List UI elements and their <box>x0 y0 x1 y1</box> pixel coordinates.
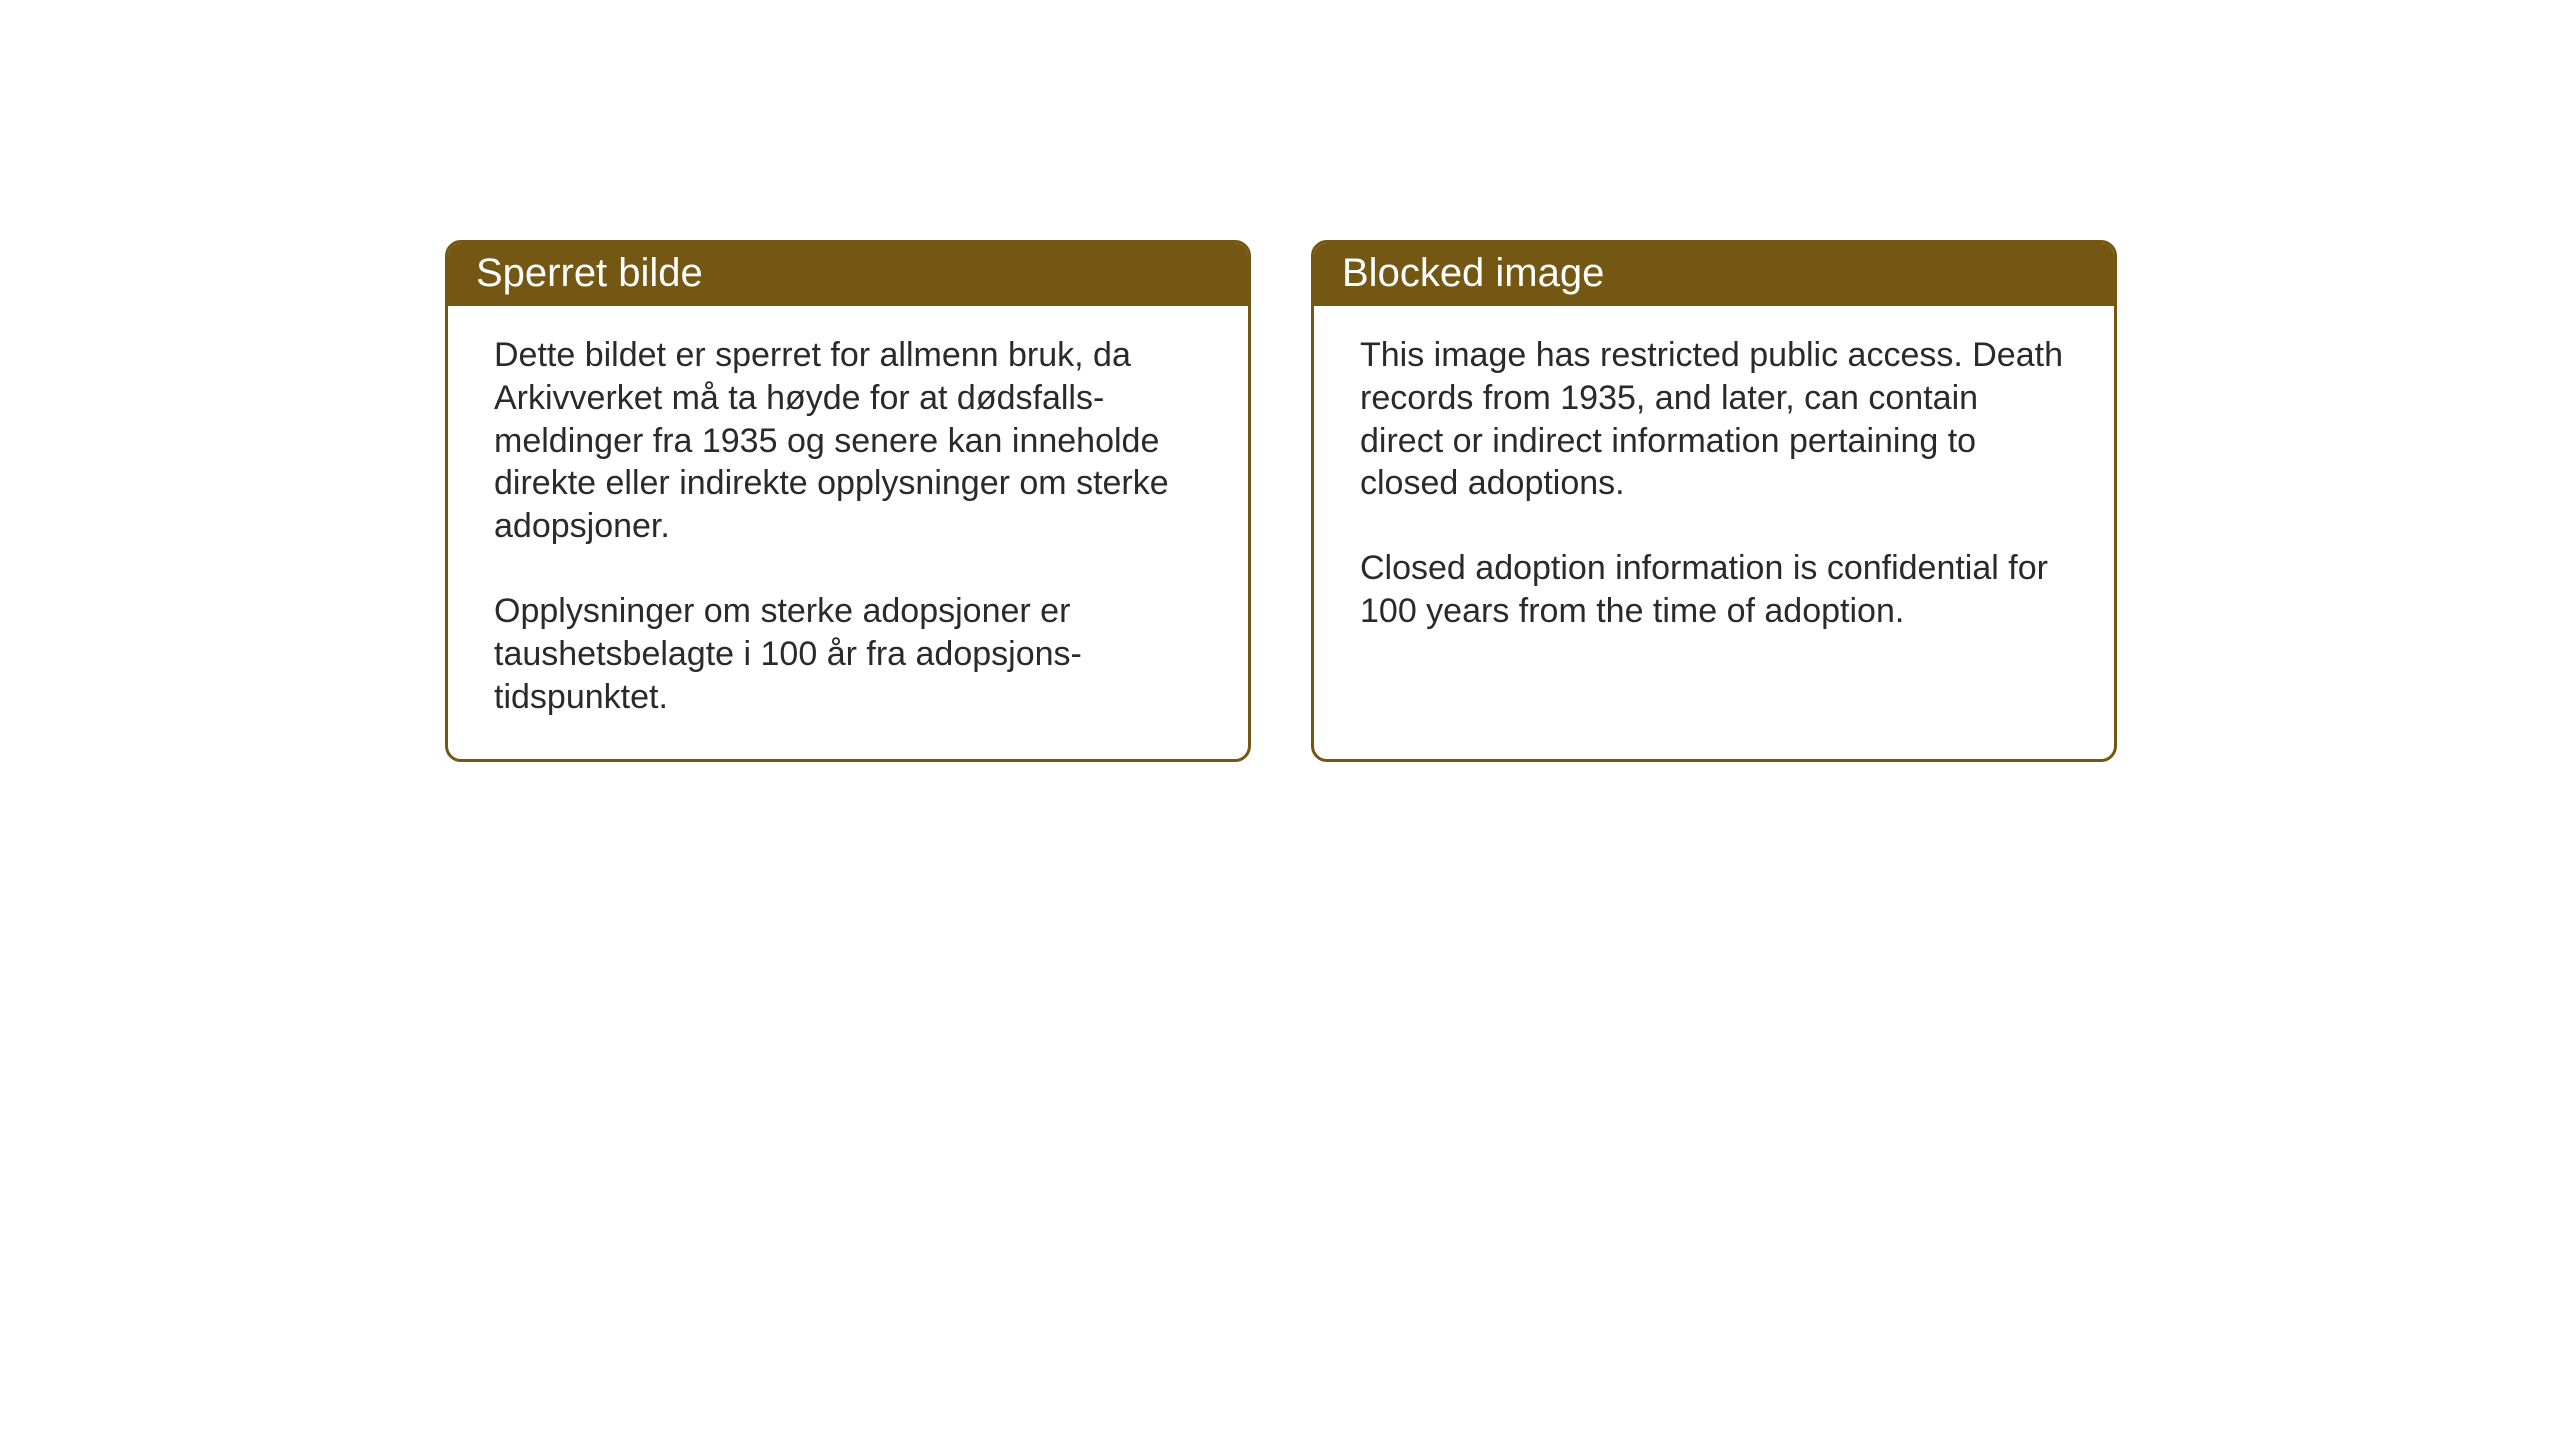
card-paragraph-1-norwegian: Dette bildet er sperret for allmenn bruk… <box>494 334 1202 548</box>
card-body-english: This image has restricted public access.… <box>1314 306 2114 673</box>
card-paragraph-1-english: This image has restricted public access.… <box>1360 334 2068 505</box>
card-header-norwegian: Sperret bilde <box>448 243 1248 306</box>
card-body-norwegian: Dette bildet er sperret for allmenn bruk… <box>448 306 1248 759</box>
card-paragraph-2-norwegian: Opplysninger om sterke adopsjoner er tau… <box>494 590 1202 718</box>
card-header-english: Blocked image <box>1314 243 2114 306</box>
card-paragraph-2-english: Closed adoption information is confident… <box>1360 547 2068 633</box>
card-title-norwegian: Sperret bilde <box>476 251 703 295</box>
notice-cards-container: Sperret bilde Dette bildet er sperret fo… <box>445 240 2117 762</box>
card-title-english: Blocked image <box>1342 251 1604 295</box>
notice-card-english: Blocked image This image has restricted … <box>1311 240 2117 762</box>
notice-card-norwegian: Sperret bilde Dette bildet er sperret fo… <box>445 240 1251 762</box>
